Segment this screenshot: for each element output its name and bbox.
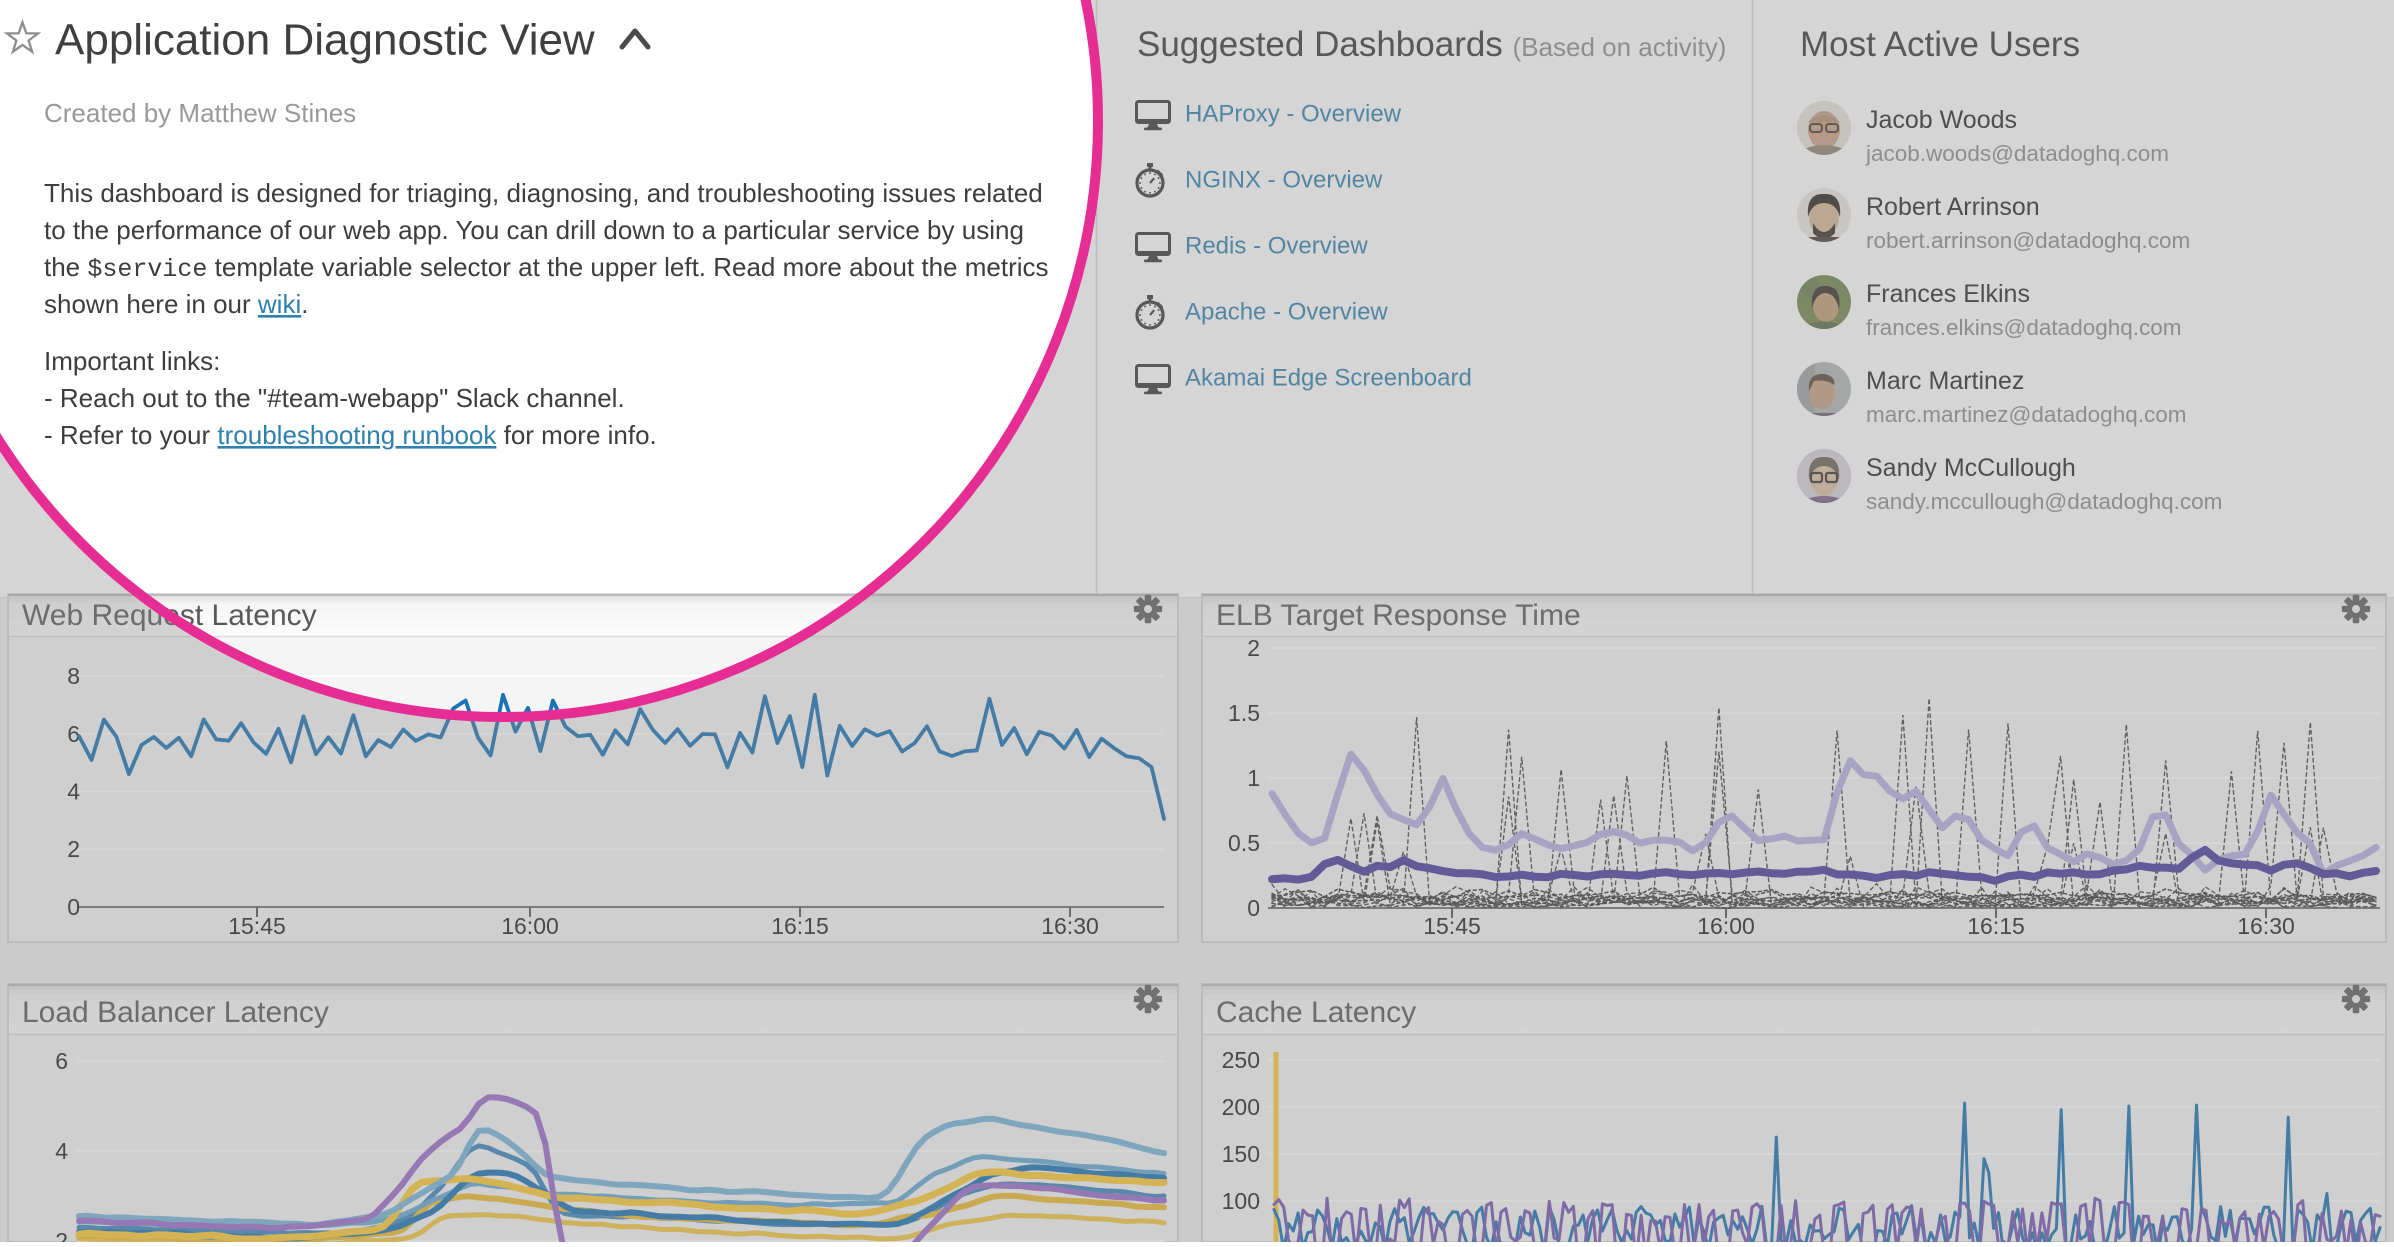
svg-text:100: 100 [1222,1188,1260,1214]
svg-text:250: 250 [1222,1047,1260,1073]
svg-text:16:00: 16:00 [1697,913,1755,939]
svg-text:Cache Latency: Cache Latency [1216,996,1416,1029]
svg-text:8: 8 [67,663,80,689]
svg-text:Sandy McCullough: Sandy McCullough [1866,454,2076,482]
svg-text:Jacob Woods: Jacob Woods [1866,106,2017,134]
svg-text:Redis - Overview: Redis - Overview [1185,233,1368,260]
svg-text:Robert Arrinson: Robert Arrinson [1866,193,2040,221]
svg-text:frances.elkins@datadoghq.com: frances.elkins@datadoghq.com [1866,315,2182,340]
svg-text:15:45: 15:45 [228,913,286,939]
svg-text:This dashboard is designed for: This dashboard is designed for triaging,… [44,178,1043,208]
svg-text:Apache - Overview: Apache - Overview [1185,299,1388,326]
svg-text:0.5: 0.5 [1228,830,1260,856]
svg-text:16:00: 16:00 [501,913,559,939]
svg-text:shown here in our wiki.: shown here in our wiki. [44,289,308,319]
svg-text:to the performance of our web: to the performance of our web app. You c… [44,215,1024,245]
svg-text:HAProxy - Overview: HAProxy - Overview [1185,101,1402,128]
svg-text:Most Active Users: Most Active Users [1800,25,2080,64]
svg-text:Load Balancer Latency: Load Balancer Latency [22,996,329,1029]
svg-text:4: 4 [67,779,80,805]
svg-text:- Reach out to the "#team-weba: - Reach out to the "#team-webapp" Slack … [44,383,625,413]
svg-text:Frances Elkins: Frances Elkins [1866,280,2030,308]
svg-text:150: 150 [1222,1141,1260,1167]
svg-text:16:30: 16:30 [1041,913,1099,939]
svg-text:0: 0 [67,894,80,920]
svg-text:robert.arrinson@datadoghq.com: robert.arrinson@datadoghq.com [1866,228,2190,253]
svg-text:6: 6 [55,1048,68,1074]
svg-text:1: 1 [1247,765,1260,791]
svg-text:200: 200 [1222,1094,1260,1120]
svg-text:Application Diagnostic View: Application Diagnostic View [55,16,595,65]
svg-text:marc.martinez@datadoghq.com: marc.martinez@datadoghq.com [1866,402,2186,427]
svg-text:Important links:: Important links: [44,346,220,376]
svg-text:16:15: 16:15 [1967,913,2025,939]
svg-text:2: 2 [67,836,80,862]
svg-text:Marc Martinez: Marc Martinez [1866,367,2024,395]
svg-text:jacob.woods@datadoghq.com: jacob.woods@datadoghq.com [1865,141,2169,166]
svg-text:- Refer to your troubleshootin: - Refer to your troubleshooting runbook … [44,420,657,450]
svg-text:Akamai Edge Screenboard: Akamai Edge Screenboard [1185,365,1472,392]
svg-text:Created by Matthew Stines: Created by Matthew Stines [44,98,356,128]
svg-text:the $service template variable: the $service template variable selector … [44,252,1049,284]
svg-text:Suggested Dashboards (Based on: Suggested Dashboards (Based on activity) [1137,25,1726,64]
svg-text:16:15: 16:15 [771,913,829,939]
svg-text:2: 2 [1247,635,1260,661]
svg-text:4: 4 [55,1138,68,1164]
svg-text:NGINX - Overview: NGINX - Overview [1185,167,1383,194]
svg-text:16:30: 16:30 [2237,913,2295,939]
svg-text:15:45: 15:45 [1423,913,1481,939]
svg-text:6: 6 [67,721,80,747]
svg-text:sandy.mccullough@datadoghq.com: sandy.mccullough@datadoghq.com [1866,489,2222,514]
svg-text:0: 0 [1247,895,1260,921]
svg-text:1.5: 1.5 [1228,700,1260,726]
svg-text:ELB Target Response Time: ELB Target Response Time [1216,599,1581,632]
